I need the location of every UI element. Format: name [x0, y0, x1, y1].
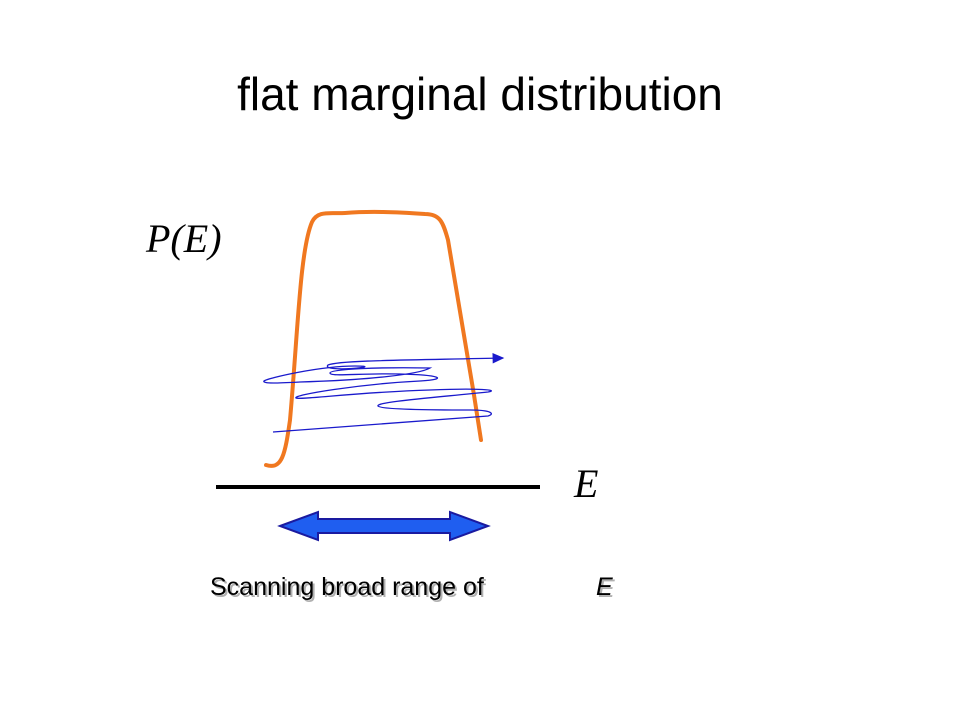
- caption-variable: E: [596, 573, 613, 601]
- range-arrow: [277, 510, 491, 542]
- caption-variable-shadow: E: [598, 575, 615, 603]
- sampling-trajectory: [263, 353, 505, 433]
- distribution-curve: [264, 209, 483, 468]
- title: flat marginal distribution: [237, 68, 723, 120]
- caption: Scanning broad range of: [210, 573, 484, 601]
- caption-shadow: Scanning broad range of: [212, 575, 486, 603]
- y-label: P(E): [145, 216, 222, 261]
- x-label: E: [573, 461, 598, 506]
